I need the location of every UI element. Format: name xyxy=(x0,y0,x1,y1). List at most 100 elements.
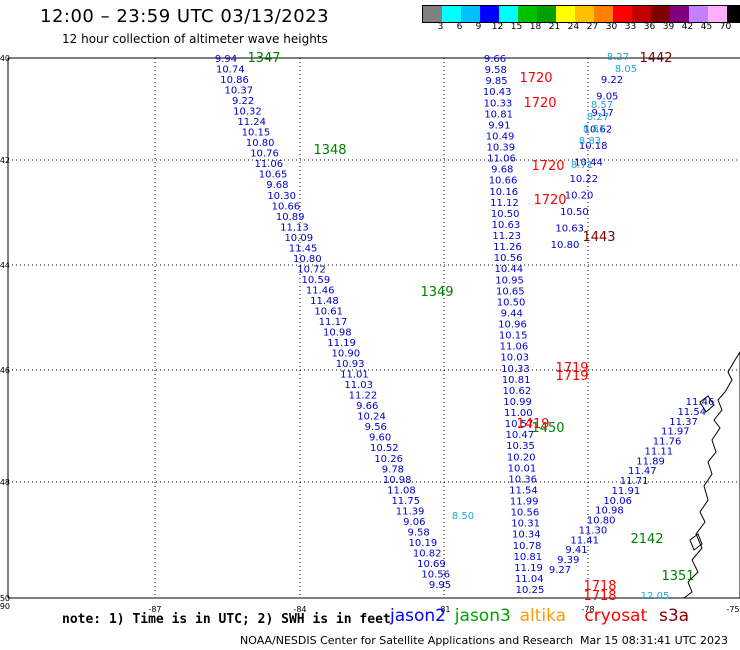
color-scale-tick: 9 xyxy=(475,22,482,32)
pass-time-label: 1450 xyxy=(531,421,564,436)
wave-height-label: 10.61 xyxy=(314,306,343,317)
wave-height-label: 9.60 xyxy=(369,433,391,444)
color-scale-bar xyxy=(422,5,740,23)
wave-height-label: 10.50 xyxy=(497,297,526,308)
wave-height-label: 11.47 xyxy=(628,466,657,477)
wave-height-label: 9.39 xyxy=(557,555,579,566)
color-swatch xyxy=(461,6,480,22)
color-swatch xyxy=(670,6,689,22)
wave-height-label: 10.86 xyxy=(220,75,249,86)
wave-height-label: 10.50 xyxy=(560,207,589,218)
wave-height-label: 10.39 xyxy=(487,143,516,154)
wave-height-label: 11.26 xyxy=(493,242,522,253)
longitude-label: -78 xyxy=(581,605,594,614)
color-scale-tick: 21 xyxy=(548,22,561,32)
pass-time-label: 1720 xyxy=(533,193,566,208)
wave-height-label: 10.33 xyxy=(501,364,530,375)
wave-height-label: 11.71 xyxy=(620,476,649,487)
wave-height-label: 10.82 xyxy=(413,548,442,559)
wave-height-label: 11.19 xyxy=(514,563,543,574)
wave-height-label: 9.94 xyxy=(215,54,237,65)
latitude-label: 42 xyxy=(0,156,10,165)
wave-height-label: 8.81 xyxy=(583,124,605,135)
pass-time-label: 1348 xyxy=(313,143,346,158)
wave-height-label: 10.72 xyxy=(297,264,326,275)
color-scale-tick: 70 xyxy=(719,22,732,32)
color-scale-tick: 45 xyxy=(700,22,713,32)
wave-height-label: 10.57 xyxy=(505,419,534,430)
wave-height-label: 11.76 xyxy=(653,437,682,448)
wave-height-label: 11.17 xyxy=(319,317,348,328)
wave-height-label: 8.27 xyxy=(587,112,609,123)
wave-height-label: 8.27 xyxy=(607,52,629,63)
wave-height-label: 10.56 xyxy=(421,569,450,580)
wave-height-label: 10.90 xyxy=(332,349,361,360)
latitude-label: 50 xyxy=(0,594,10,603)
longitude-label: -81 xyxy=(437,605,450,614)
wave-height-label: 10.52 xyxy=(370,443,399,454)
wave-height-label: 9.91 xyxy=(488,120,510,131)
wave-height-label: 11.91 xyxy=(612,486,641,497)
wave-height-label: 10.69 xyxy=(417,559,446,570)
wave-height-label: 8.57 xyxy=(591,100,613,111)
pass-time-label: 1720 xyxy=(531,159,564,174)
wave-height-label: 9.66 xyxy=(484,54,506,65)
wave-height-label: 11.41 xyxy=(570,535,599,546)
color-scale-tick: 33 xyxy=(624,22,637,32)
wave-height-label: 10.81 xyxy=(484,109,513,120)
wave-height-label: 10.65 xyxy=(259,170,288,181)
wave-height-label: 10.63 xyxy=(555,224,584,235)
wave-height-label: 10.15 xyxy=(242,128,271,139)
mission-jason3: jason3 xyxy=(454,606,511,626)
pass-time-label: 1719 xyxy=(555,369,588,384)
color-swatch xyxy=(556,6,575,22)
wave-height-label: 10.43 xyxy=(483,87,512,98)
color-scale-tick: 3 xyxy=(437,22,444,32)
color-scale-tick: 30 xyxy=(605,22,618,32)
wave-height-label: 11.00 xyxy=(504,408,533,419)
wave-height-label: 9.44 xyxy=(501,308,523,319)
wave-height-label: 10.44 xyxy=(574,158,603,169)
note-text: note: 1) Time is in UTC; 2) SWH is in fe… xyxy=(62,612,391,627)
color-scale-tick: 6 xyxy=(456,22,463,32)
wave-height-label: 11.45 xyxy=(289,243,318,254)
wave-height-label: 10.59 xyxy=(302,275,331,286)
color-swatch xyxy=(594,6,613,22)
map-subtitle: 12 hour collection of altimeter wave hei… xyxy=(62,32,328,46)
wave-height-label: 10.20 xyxy=(507,452,536,463)
wave-height-label: 10.24 xyxy=(357,412,386,423)
wave-height-label: 9.95 xyxy=(429,580,451,591)
longitude-label: -84 xyxy=(293,605,306,614)
latitude-label: 44 xyxy=(0,261,10,270)
wave-height-label: 10.34 xyxy=(512,530,541,541)
pass-time-label: 1349 xyxy=(420,285,453,300)
color-swatch xyxy=(689,6,708,22)
latitude-label: 48 xyxy=(0,478,10,487)
wave-height-label: 10.56 xyxy=(511,508,540,519)
color-swatch xyxy=(575,6,594,22)
wave-height-label: 10.31 xyxy=(511,519,540,530)
mission-jason2: jason2 xyxy=(390,606,446,626)
wave-height-label: 10.80 xyxy=(587,516,616,527)
wave-height-label: 11.75 xyxy=(391,496,420,507)
wave-height-label: 10.06 xyxy=(603,496,632,507)
wave-height-label: 11.08 xyxy=(387,485,416,496)
color-swatch xyxy=(442,6,461,22)
wave-height-label: 11.39 xyxy=(396,506,425,517)
wave-height-label: 11.30 xyxy=(579,525,608,536)
latitude-label: 46 xyxy=(0,366,10,375)
wave-height-label: 11.99 xyxy=(510,497,539,508)
wave-height-label: 11.23 xyxy=(492,231,521,242)
wave-height-label: 9.22 xyxy=(601,75,623,86)
pass-time-label: 1443 xyxy=(582,230,615,245)
latitude-label: 90 xyxy=(0,602,10,611)
coastline-island xyxy=(699,395,715,413)
wave-height-label: 10.03 xyxy=(500,353,529,364)
pass-time-label: 1720 xyxy=(519,71,552,86)
wave-height-label: 10.35 xyxy=(506,441,535,452)
wave-height-label: 9.66 xyxy=(356,401,378,412)
color-swatch xyxy=(480,6,499,22)
color-scale-tick: 18 xyxy=(529,22,542,32)
color-scale-tick: 15 xyxy=(510,22,523,32)
wave-height-label: 9.68 xyxy=(266,180,288,191)
